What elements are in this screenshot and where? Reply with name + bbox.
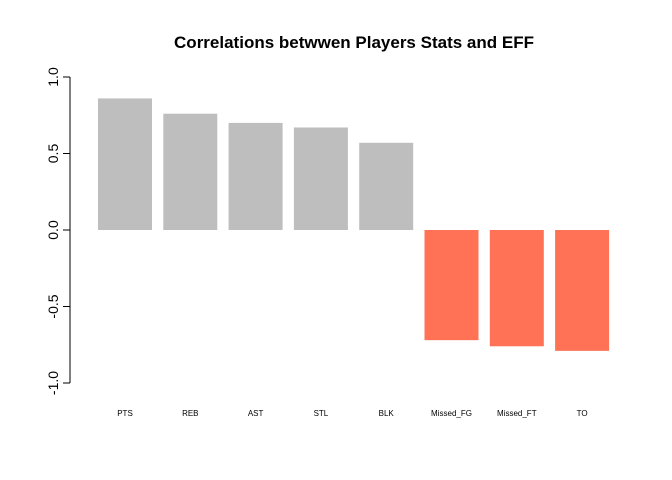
- bar-missed-ft: [489, 230, 544, 347]
- bar-reb: [163, 113, 218, 230]
- bar-blk: [359, 142, 414, 230]
- bar-missed-fg: [424, 230, 479, 341]
- bar-ast: [228, 122, 283, 230]
- bar-to: [555, 230, 610, 351]
- category-labels: PTS REB AST STL BLK Missed_FG Missed_FT TO: [117, 409, 587, 418]
- category-label: TO: [577, 409, 588, 418]
- y-tick-label: 1.0: [45, 67, 61, 87]
- category-label: Missed_FG: [431, 409, 472, 418]
- bars: [98, 98, 610, 351]
- category-label: BLK: [379, 409, 395, 418]
- y-tick-label: -0.5: [45, 294, 61, 318]
- category-label: Missed_FT: [497, 409, 537, 418]
- y-tick-label: 0.0: [45, 220, 61, 240]
- y-tick-label: 0.5: [45, 144, 61, 164]
- y-tick-label: -1.0: [45, 371, 61, 395]
- category-label: REB: [182, 409, 198, 418]
- category-label: AST: [248, 409, 264, 418]
- category-label: STL: [314, 409, 329, 418]
- y-axis: -1.0 -0.5 0.0 0.5 1.0: [45, 67, 71, 395]
- bar-stl: [293, 127, 348, 230]
- chart-title: Correlations betwwen Players Stats and E…: [174, 33, 534, 52]
- category-label: PTS: [117, 409, 133, 418]
- bar-pts: [98, 98, 152, 230]
